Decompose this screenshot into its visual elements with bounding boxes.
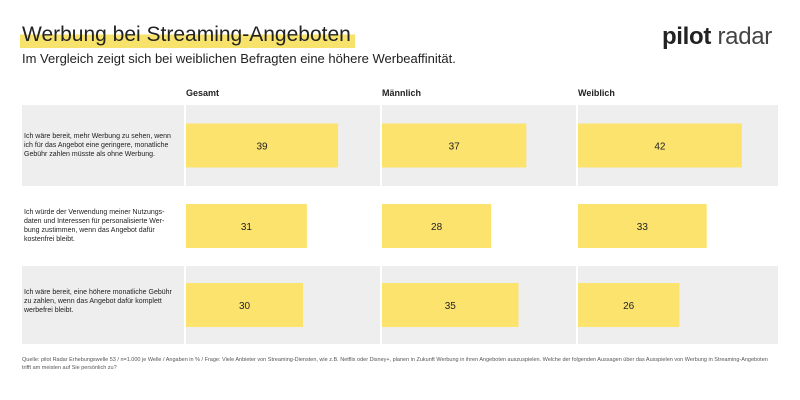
data-label-gesamt-2: 31 [241,222,253,233]
bar-gesamt-3 [186,283,303,327]
data-label-weiblich-2: 33 [637,222,649,233]
panel-separator-2 [380,102,382,346]
data-label-männlich-3: 35 [445,301,457,312]
logo-bold-text: pilot [661,23,712,50]
statement-label-2: Ich würde der Verwendung meiner Nutzungs… [24,209,165,243]
bar-weiblich-2 [578,204,707,248]
bar-männlich-3 [382,283,519,327]
panel-header-weiblich: Weiblich [578,88,615,98]
panel-header-gesamt: Gesamt [186,88,220,98]
panel-header-maennlich: Männlich [382,88,422,98]
bar-weiblich-1 [578,123,742,168]
panel-separator-3 [576,102,578,346]
bar-weiblich-3 [578,283,680,327]
source-note: Quelle: pilot Radar Erhebungswelle 53 / … [22,357,768,371]
bar-männlich-1 [382,123,527,168]
bar-gesamt-1 [186,123,339,168]
panel-separator-1 [184,102,186,346]
data-label-männlich-2: 28 [431,222,443,233]
statement-label-3: Ich wäre bereit, eine höhere monatliche … [24,289,172,314]
chart-title: Werbung bei Streaming-Angeboten [20,22,355,48]
data-label-männlich-1: 37 [449,142,461,153]
data-label-gesamt-1: 39 [256,142,268,153]
data-label-weiblich-1: 42 [654,142,666,153]
logo-light-text: radar [711,23,772,50]
pilot-radar-logo: pilot radar [662,22,772,52]
data-label-gesamt-3: 30 [239,301,251,312]
bar-männlich-2 [382,204,492,248]
statement-label-1: Ich wäre bereit, mehr Werbung zu sehen, … [24,133,171,158]
chart-subtitle: Im Vergleich zeigt sich bei weiblichen B… [22,51,456,66]
bar-gesamt-2 [186,204,307,248]
data-label-weiblich-3: 26 [623,301,635,312]
